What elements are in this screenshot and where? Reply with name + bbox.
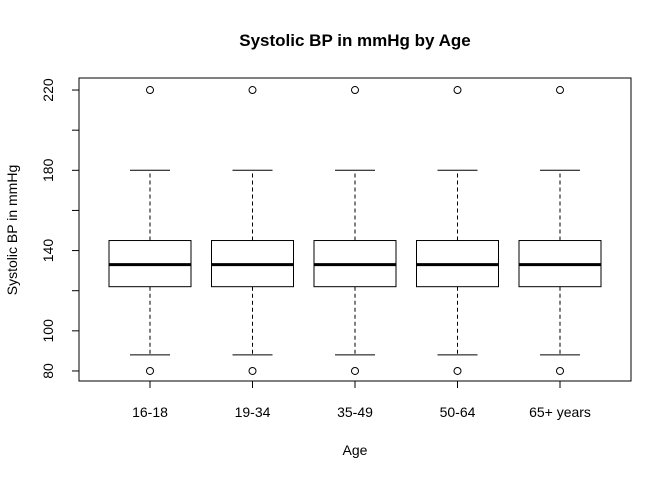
box-group-19-34: [211, 86, 294, 375]
outlier-point: [248, 366, 257, 375]
box-group-65-years: [518, 86, 602, 375]
y-axis-label: Systolic BP in mmHg: [4, 165, 20, 295]
y-tick-label: 140: [40, 239, 56, 263]
outlier-point: [556, 366, 564, 375]
y-axis: 80 100 140 180 220: [40, 78, 79, 379]
x-axis-label: Age: [343, 442, 368, 458]
y-tick-label: 80: [40, 363, 56, 379]
outlier-point: [351, 86, 359, 95]
x-tick-label: 35-49: [337, 404, 373, 420]
outlier-point: [351, 366, 359, 375]
y-tick-label: 100: [40, 319, 56, 343]
y-tick-label: 220: [40, 78, 56, 102]
chart-title: Systolic BP in mmHg by Age: [239, 31, 470, 50]
box-group-50-64: [416, 86, 499, 375]
box-group-35-49: [313, 86, 397, 375]
outlier-point: [146, 366, 154, 375]
outlier-point: [453, 366, 462, 375]
x-tick-label: 16-18: [132, 404, 168, 420]
plot-frame: [78, 77, 632, 382]
outlier-point: [556, 86, 564, 95]
box-group-16-18: [108, 86, 192, 375]
x-tick-label: 65+ years: [529, 404, 591, 420]
x-tick-label: 50-64: [440, 404, 476, 420]
x-axis: 16-18 19-34 35-49 50-64 65+ years: [132, 381, 591, 420]
boxes-layer: [108, 86, 602, 375]
x-tick-label: 19-34: [235, 404, 271, 420]
outlier-point: [248, 86, 257, 95]
outlier-point: [453, 86, 462, 95]
outlier-point: [146, 86, 154, 95]
y-tick-label: 180: [40, 158, 56, 182]
